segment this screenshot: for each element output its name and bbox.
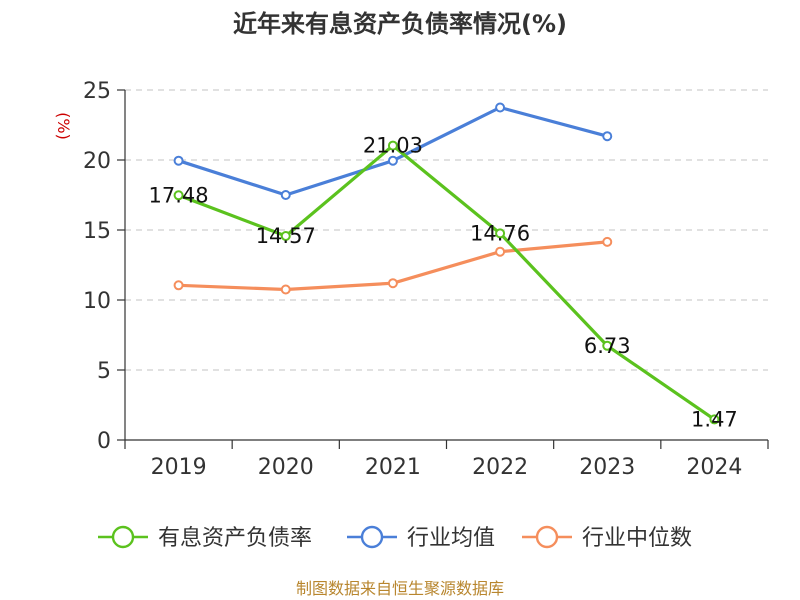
data-label: 17.48 — [149, 183, 209, 207]
legend-label: 有息资产负债率 — [158, 526, 312, 551]
source-note: 制图数据来自恒生聚源数据库 — [296, 579, 504, 598]
data-point — [280, 284, 291, 295]
data-point — [709, 414, 720, 425]
data-label: 1.47 — [691, 407, 738, 431]
legend-item-1[interactable]: 行业均值 — [347, 525, 495, 551]
x-tick-label: 2023 — [579, 455, 635, 480]
data-label: 6.73 — [584, 334, 631, 358]
data-point — [173, 280, 184, 291]
series-0 — [173, 140, 720, 425]
y-axis-label: (%) — [54, 112, 73, 140]
data-point — [280, 231, 291, 242]
series-1 — [173, 102, 613, 200]
y-tick-label: 5 — [97, 359, 111, 384]
data-label: 14.57 — [256, 224, 316, 248]
series-line — [178, 143, 716, 421]
axes: 0 5 10 15 20 25 2019 2020 2021 2022 2023 2024 — [83, 79, 769, 480]
data-point — [280, 190, 291, 200]
legend: 有息资产负债率 行业均值 行业中位数 — [98, 525, 692, 551]
series-layer — [173, 102, 720, 425]
data-point — [387, 278, 398, 289]
data-point — [173, 155, 184, 166]
data-point — [602, 340, 613, 351]
y-tick-label: 10 — [83, 289, 111, 314]
x-tick-label: 2019 — [151, 455, 207, 480]
grid-lines — [125, 89, 768, 371]
legend-label: 行业均值 — [407, 526, 495, 551]
legend-item-2[interactable]: 行业中位数 — [522, 525, 692, 551]
data-labels: 17.48 14.57 21.03 14.76 6.73 1.47 — [149, 134, 738, 432]
data-label: 21.03 — [363, 134, 423, 158]
data-point — [602, 131, 613, 142]
data-point — [387, 140, 398, 151]
data-point — [602, 236, 613, 247]
x-tick-label: 2020 — [258, 455, 314, 480]
legend-marker — [535, 525, 559, 549]
data-point — [495, 228, 506, 239]
data-point — [173, 190, 184, 201]
y-tick-label: 25 — [83, 79, 111, 104]
data-point — [387, 155, 398, 166]
legend-marker — [360, 525, 384, 549]
data-point — [495, 102, 506, 113]
y-tick-label: 20 — [83, 149, 111, 174]
series-2 — [173, 236, 613, 295]
x-tick-label: 2021 — [365, 455, 421, 480]
y-tick-label: 0 — [97, 429, 111, 454]
y-tick-label: 15 — [83, 219, 111, 244]
legend-item-0[interactable]: 有息资产负债率 — [98, 525, 312, 551]
x-tick-label: 2022 — [472, 455, 528, 480]
legend-marker — [111, 525, 135, 549]
data-label: 14.76 — [470, 221, 530, 245]
chart-title: 近年来有息资产负债率情况(%) — [233, 10, 567, 38]
data-point — [495, 246, 506, 257]
legend-label: 行业中位数 — [582, 526, 692, 551]
x-tick-label: 2024 — [686, 455, 742, 480]
